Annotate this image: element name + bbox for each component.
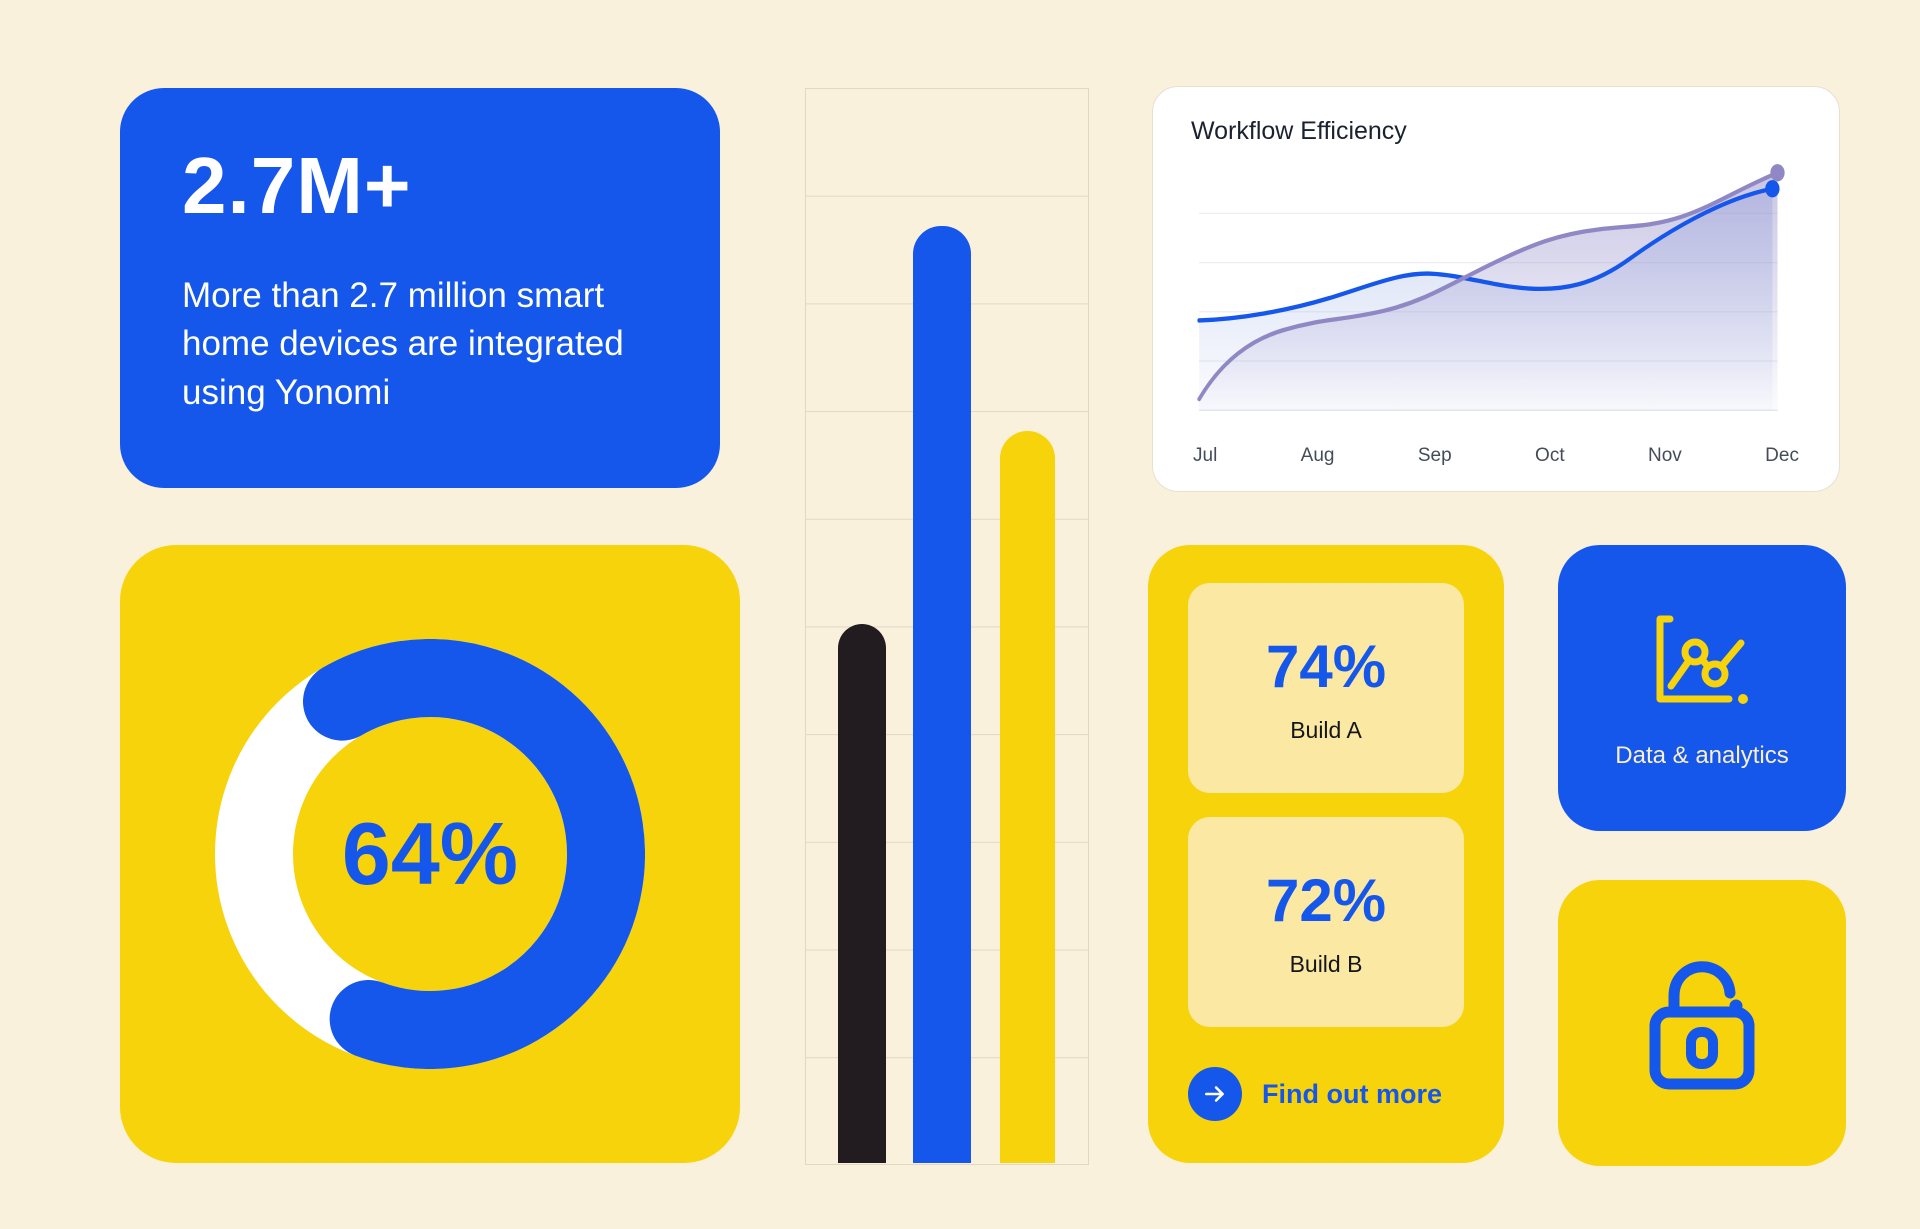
build-b-label: Build B [1289,951,1363,977]
bar-yellow [1000,431,1055,1163]
build-b-box: 72% Build B [1188,817,1464,1027]
bar-black [838,624,886,1163]
workflow-x-axis: Jul Aug Sep Oct Nov Dec [1191,445,1801,467]
find-out-more-button[interactable]: Find out more [1188,1067,1464,1121]
month-label: Dec [1765,445,1799,466]
month-label: Nov [1647,445,1682,466]
month-label: Oct [1535,445,1565,466]
bar-blue [913,226,971,1163]
build-a-box: 74% Build A [1188,583,1464,793]
donut-svg [214,638,645,1069]
analytics-card: Data & analytics [1558,545,1846,831]
lock-card [1558,880,1846,1166]
blue-endpoint-dot [1765,180,1780,198]
donut-card: 64% [120,545,740,1163]
stat-value: 2.7M+ [182,141,412,230]
donut-center-label: 64% [341,804,519,903]
builds-card: 74% Build A 72% Build B Find out more [1148,545,1504,1163]
build-b-value: 72% [1265,867,1387,934]
purple-line [1197,170,1780,402]
build-a-label: Build A [1290,717,1362,743]
bar-chart [805,88,1089,1165]
purple-endpoint-dot [1770,164,1785,182]
stat-description: More than 2.7 million smart home devices… [182,276,624,412]
purple-area-fill [1199,172,1778,411]
month-label: Aug [1300,445,1335,466]
workflow-title: Workflow Efficiency [1191,117,1407,145]
donut-progress [214,638,645,1069]
month-label: Jul [1193,445,1218,466]
stat-card: 2.7M+ More than 2.7 million smart home d… [120,88,720,488]
analytics-chart-icon [1656,615,1748,704]
analytics-label: Data & analytics [1615,742,1789,769]
build-a-value: 74% [1265,633,1387,700]
workflow-line-chart [1197,164,1785,411]
find-out-more-label[interactable]: Find out more [1262,1078,1442,1109]
month-label: Sep [1417,445,1452,466]
workflow-card: Workflow Efficiency [1152,86,1840,492]
unlocked-padlock-icon [1649,961,1755,1090]
arrow-right-icon[interactable] [1188,1067,1242,1121]
donut-chart: 64% [214,638,645,1069]
blue-line [1197,186,1775,323]
